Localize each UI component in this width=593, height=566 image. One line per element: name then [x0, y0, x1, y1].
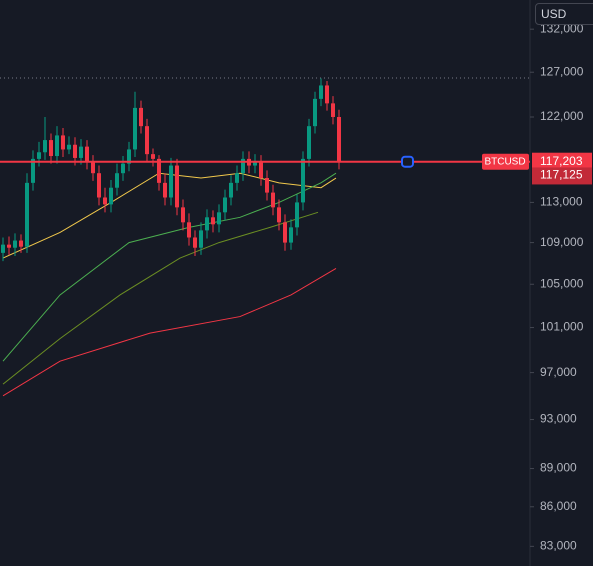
- candle-body: [229, 182, 233, 198]
- candle-body: [187, 222, 191, 238]
- candle-body: [265, 178, 269, 193]
- candle-body: [73, 144, 77, 158]
- candle-body: [19, 240, 23, 247]
- candle-body: [127, 149, 131, 164]
- candle-body: [91, 161, 95, 174]
- candle-body: [283, 222, 287, 243]
- moving-average: [2, 172, 337, 259]
- price-tag: [532, 167, 592, 185]
- y-tick-label: 86,000: [540, 499, 577, 513]
- candle-body: [331, 103, 335, 117]
- candle-body: [13, 240, 17, 248]
- candle-body: [31, 158, 35, 183]
- line-handle: [401, 155, 414, 168]
- candle-body: [307, 126, 311, 159]
- symbol-label: BTCUSD: [484, 156, 525, 167]
- candle-body: [193, 237, 197, 248]
- candle-body: [271, 192, 275, 208]
- y-tick-label: 127,000: [540, 64, 584, 78]
- candle-body: [109, 187, 113, 205]
- candle-body: [301, 158, 305, 203]
- candle-body: [85, 146, 89, 162]
- candle-body: [253, 161, 257, 166]
- moving-average: [2, 268, 337, 397]
- candle-body: [37, 152, 41, 159]
- candle-body: [313, 98, 317, 127]
- candle-body: [169, 165, 173, 198]
- candle-body: [67, 144, 71, 150]
- candle-body: [103, 197, 107, 205]
- candle-body: [7, 244, 11, 248]
- candle-body: [211, 217, 215, 225]
- price-tag: [532, 152, 592, 170]
- candle-body: [145, 126, 149, 155]
- candle-body: [319, 85, 323, 99]
- candle-body: [79, 146, 83, 158]
- candle-body: [259, 161, 263, 179]
- candle-body: [151, 154, 155, 159]
- candle-body: [241, 158, 245, 174]
- y-tick-label: 93,000: [540, 412, 577, 426]
- currency-button[interactable]: USD: [535, 3, 593, 25]
- candle-body: [235, 173, 239, 183]
- candle-body: [175, 165, 179, 208]
- candle-body: [223, 197, 227, 213]
- y-tick-label: 109,000: [540, 235, 584, 249]
- candle-body: [337, 116, 341, 162]
- candle-body: [205, 217, 209, 231]
- y-tick-label: 101,000: [540, 320, 584, 334]
- candle-body: [157, 158, 161, 183]
- candle-body: [97, 173, 101, 198]
- candle-body: [121, 163, 125, 174]
- candle-body: [217, 212, 221, 225]
- candle-body: [115, 173, 119, 188]
- price-label: 117,203: [540, 154, 583, 168]
- candle-body: [181, 207, 185, 223]
- candle-body: [61, 135, 65, 150]
- y-tick-label: 89,000: [540, 461, 577, 475]
- candle-body: [277, 207, 281, 223]
- y-tick-label: 105,000: [540, 276, 584, 290]
- candle-body: [133, 107, 137, 150]
- y-tick-label: 97,000: [540, 365, 577, 379]
- candle-body: [139, 107, 143, 127]
- y-tick-label: 113,000: [540, 195, 583, 209]
- candle-body: [1, 244, 5, 253]
- candle-body: [43, 140, 47, 153]
- candle-body: [325, 85, 329, 104]
- candle-body: [25, 182, 29, 247]
- y-tick-label: 83,000: [540, 539, 577, 553]
- moving-average: [2, 211, 319, 385]
- candle-body: [289, 227, 293, 243]
- candle-body: [163, 182, 167, 198]
- candle-body: [49, 140, 53, 157]
- candle-body: [199, 230, 203, 248]
- symbol-tag: [482, 153, 529, 170]
- candle-body: [55, 135, 59, 157]
- moving-average: [2, 172, 337, 362]
- price-label: 117,125: [540, 168, 583, 182]
- y-tick-label: 122,000: [540, 109, 584, 123]
- candle-body: [295, 202, 299, 228]
